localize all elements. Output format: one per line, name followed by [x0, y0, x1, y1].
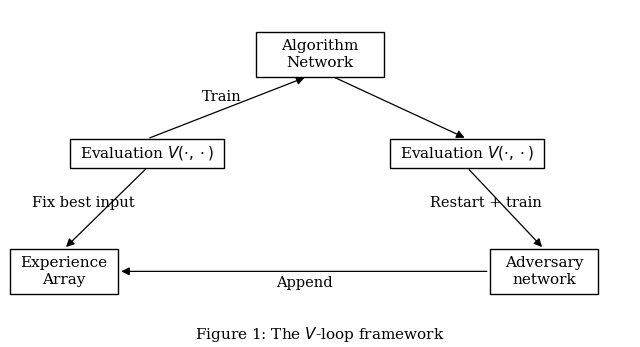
FancyBboxPatch shape: [10, 249, 118, 294]
Text: Experience
Array: Experience Array: [20, 256, 108, 287]
Text: Train: Train: [202, 90, 241, 104]
Text: Figure 1: The $V$-loop framework: Figure 1: The $V$-loop framework: [195, 324, 445, 344]
Text: Fix best input: Fix best input: [32, 196, 134, 210]
Text: Evaluation $V(\cdot,\cdot)$: Evaluation $V(\cdot,\cdot)$: [400, 144, 534, 162]
FancyBboxPatch shape: [490, 249, 598, 294]
FancyBboxPatch shape: [390, 139, 544, 168]
Text: Evaluation $V(\cdot,\cdot)$: Evaluation $V(\cdot,\cdot)$: [80, 144, 214, 162]
Text: Append: Append: [276, 276, 332, 289]
Text: Algorithm
Network: Algorithm Network: [282, 39, 358, 70]
Text: Restart + train: Restart + train: [431, 196, 542, 210]
Text: Adversary
network: Adversary network: [505, 256, 583, 287]
FancyBboxPatch shape: [256, 32, 384, 77]
FancyBboxPatch shape: [70, 139, 224, 168]
